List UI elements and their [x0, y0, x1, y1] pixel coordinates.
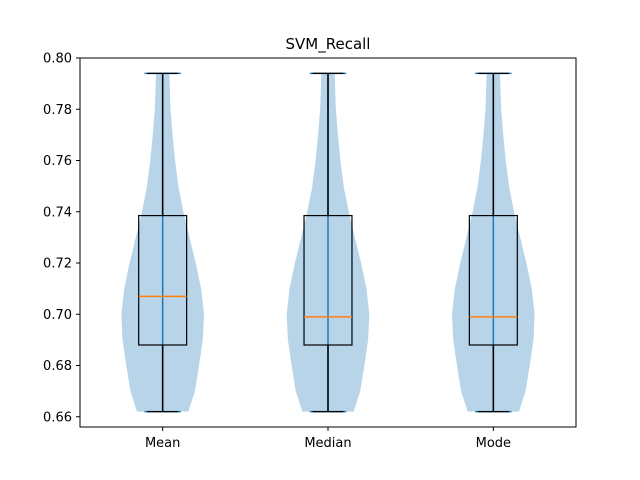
- x-tick-label: Mean: [145, 436, 180, 451]
- iqr-box: [138, 214, 188, 346]
- iqr-box: [303, 214, 353, 346]
- y-tick-label: 0.70: [43, 308, 72, 323]
- boxes-layer: [138, 72, 518, 413]
- x-tick-label: Median: [304, 436, 351, 451]
- y-tick-label: 0.74: [43, 205, 72, 220]
- y-tick-label: 0.68: [43, 359, 72, 374]
- x-tick-label: Mode: [476, 436, 511, 451]
- y-tick-label: 0.66: [43, 410, 72, 425]
- y-axis: 0.66 0.68 0.70 0.72 0.74 0.76 0.78 0.80: [43, 52, 80, 425]
- y-tick-label: 0.78: [43, 103, 72, 118]
- chart-title: SVM_Recall: [286, 35, 371, 54]
- y-tick-label: 0.76: [43, 154, 72, 169]
- y-tick-label: 0.72: [43, 257, 72, 272]
- y-tick-label: 0.80: [43, 52, 72, 67]
- iqr-box: [468, 214, 518, 346]
- x-axis: Mean Median Mode: [145, 427, 511, 451]
